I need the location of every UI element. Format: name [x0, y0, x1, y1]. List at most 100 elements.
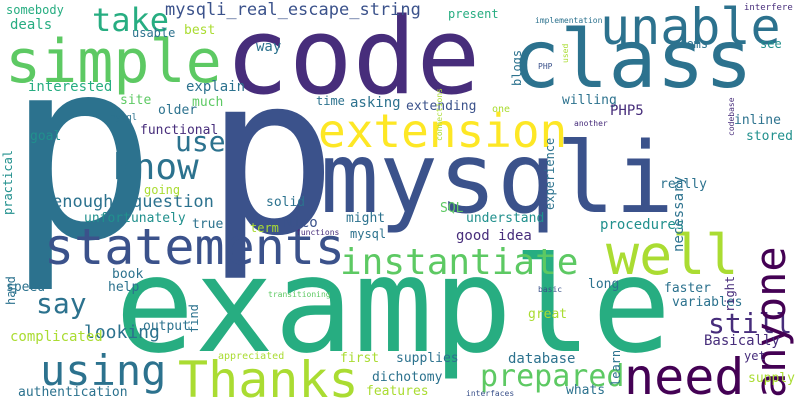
word-one: one: [492, 104, 511, 115]
word-p-large: p: [6, 5, 157, 296]
word-book: book: [112, 267, 144, 282]
word-long: long: [588, 277, 620, 292]
word-mysql-small: mysql: [110, 113, 138, 123]
word-simple: simple: [5, 27, 222, 97]
word-whats: whats: [566, 383, 606, 398]
word-really: really: [660, 177, 707, 192]
word-question: question: [132, 192, 214, 212]
word-time: time: [316, 94, 345, 108]
word-going: going: [144, 183, 181, 197]
word-used: used: [561, 43, 570, 63]
word-output: output: [143, 319, 190, 334]
word-interfere: interfere: [744, 3, 793, 13]
word-good-idea: good idea: [456, 228, 532, 244]
word-using: using: [40, 346, 167, 395]
word-dichotomy: dichotomy: [372, 370, 443, 385]
word-basic: basic: [538, 285, 563, 294]
word-hand: hand: [4, 276, 18, 305]
word-functions: functions: [296, 228, 340, 237]
word-older: older: [158, 103, 198, 118]
word-appreciated: appreciated: [218, 351, 285, 362]
word-asking: asking: [350, 95, 401, 111]
word-Nico: Nico: [284, 215, 318, 231]
word-right: right: [723, 275, 737, 312]
word-practical: practical: [1, 149, 15, 215]
word-usable: usable: [132, 26, 176, 40]
word-instantiate: instantiate: [340, 242, 579, 283]
word-use: use: [175, 125, 226, 158]
word-experience: experience: [543, 137, 557, 210]
word-transitioning: transitioning: [268, 290, 331, 299]
word-class: class: [512, 13, 753, 106]
word-blogs: blogs: [510, 49, 524, 86]
word-explain: explain: [186, 79, 246, 95]
word-say: say: [36, 287, 87, 320]
word-extending: extending: [406, 99, 477, 114]
word-find: find: [187, 304, 201, 333]
word-interested: interested: [28, 79, 113, 95]
word-best: best: [184, 23, 216, 38]
word-functional: functional: [140, 123, 219, 138]
word-mysql: mysql: [350, 227, 387, 241]
word-take: take: [92, 1, 170, 39]
word-still: still: [708, 307, 793, 340]
word-interfaces: interfaces: [466, 389, 515, 398]
word-codebase: codebase: [727, 97, 736, 136]
word-willing: willing: [562, 93, 617, 108]
word-somebody: somebody: [6, 3, 64, 17]
word-SQL: SQL: [440, 201, 464, 216]
word-authentication: authentication: [18, 385, 128, 400]
word-example: example: [115, 229, 672, 383]
word-unable: unable: [600, 0, 781, 56]
word-Basically: Basically: [704, 333, 780, 349]
word-Thanks: Thanks: [178, 351, 359, 400]
word-enough: enough: [52, 192, 114, 212]
word-necessary: necessary: [671, 176, 687, 252]
word-statements: statements: [44, 218, 346, 276]
word-procedures: procedures: [600, 217, 685, 233]
word-great: great: [528, 307, 568, 322]
word-goal: goal: [30, 129, 62, 144]
word-well: well: [606, 223, 739, 287]
word-know: know: [112, 147, 199, 188]
word-need: need: [624, 348, 745, 400]
word-site: site: [120, 93, 152, 108]
word-supply: supply: [748, 371, 795, 386]
word-prepared: prepared: [480, 359, 625, 394]
word-stored: stored: [746, 129, 793, 144]
word-first: first: [340, 351, 380, 366]
word-complicated: complicated: [10, 329, 103, 345]
word-extension: extension: [318, 104, 568, 158]
word-deals: deals: [10, 17, 53, 33]
word-might: might: [346, 211, 386, 226]
word-database: database: [508, 351, 576, 367]
word-yet: yet: [744, 349, 766, 363]
word-present: present: [448, 7, 499, 21]
word-much: much: [192, 95, 224, 110]
word-speed: speed: [6, 280, 46, 295]
word-seems: seems: [672, 37, 709, 51]
word-unfortunately: unfortunately: [84, 211, 186, 226]
word-solid: solid: [266, 195, 306, 210]
word-code: code: [225, 0, 481, 118]
word-mysqli_real_escape_string: mysqli_real_escape_string: [165, 0, 421, 20]
word-mysqli: mysqli: [320, 122, 675, 236]
word-faster: faster: [664, 281, 711, 296]
word-understand: understand: [466, 211, 545, 226]
word-another: another: [574, 119, 608, 128]
word-connections: connections: [435, 88, 444, 141]
word-learn: learn: [609, 349, 623, 386]
word-true: true: [192, 217, 224, 232]
word-p-large-2: p: [205, 28, 338, 284]
word-features: features: [366, 384, 429, 399]
word-PHP5: PHP5: [610, 103, 644, 119]
word-implementation: implementation: [535, 16, 603, 25]
word-looking: looking: [84, 322, 160, 343]
word-way: way: [256, 39, 282, 55]
word-supplies: supplies: [396, 351, 459, 366]
word-help: help: [108, 280, 140, 295]
word-term: term: [250, 221, 279, 235]
word-see: see: [760, 37, 782, 51]
word-PHP: PHP: [538, 62, 553, 71]
